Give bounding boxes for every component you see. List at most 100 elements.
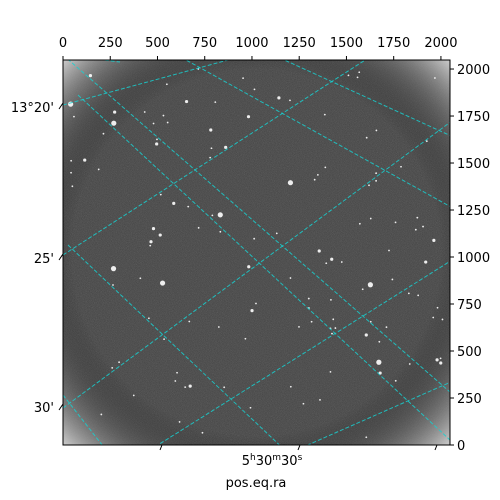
star — [416, 216, 419, 219]
star — [163, 338, 165, 340]
star — [432, 316, 435, 319]
star — [432, 238, 436, 242]
star — [70, 171, 72, 174]
star — [197, 226, 200, 229]
star — [365, 136, 368, 139]
star — [364, 333, 368, 337]
right-tick-label: 1000 — [457, 251, 490, 266]
top-tick-label: 1750 — [377, 36, 410, 51]
star — [275, 232, 278, 235]
star — [250, 308, 254, 313]
dec-axis: 13°20' 25' 30' — [11, 101, 64, 416]
star — [385, 326, 388, 329]
right-tick-label: 0 — [457, 439, 465, 454]
right-tick-label: 2000 — [457, 63, 490, 78]
star — [323, 113, 326, 116]
star — [149, 240, 153, 244]
top-pixel-axis: 0 250 500 750 1000 1250 1500 1750 2000 — [59, 36, 457, 60]
right-tick-label: 250 — [457, 392, 482, 407]
top-tick-label: 0 — [59, 36, 67, 51]
star — [369, 217, 372, 220]
star — [152, 122, 155, 125]
star — [332, 318, 335, 321]
grid-line — [306, 381, 450, 445]
star — [425, 140, 428, 143]
star — [249, 406, 252, 409]
star — [188, 384, 192, 388]
dec-tick-label: 25' — [34, 252, 54, 267]
star — [289, 277, 292, 279]
star — [313, 178, 316, 181]
star — [71, 185, 74, 188]
top-tick-label: 1250 — [283, 36, 316, 51]
top-tick-label: 750 — [192, 36, 217, 51]
star — [247, 265, 251, 269]
star — [289, 99, 291, 102]
star — [88, 74, 93, 78]
star — [334, 327, 337, 329]
star — [172, 201, 176, 205]
star — [330, 298, 332, 301]
star — [219, 230, 222, 233]
star — [307, 297, 310, 300]
star — [118, 361, 120, 364]
star — [255, 302, 257, 305]
star — [441, 318, 444, 321]
star — [317, 249, 321, 253]
grid-line — [63, 60, 230, 106]
star — [83, 158, 87, 162]
star — [347, 74, 350, 77]
star — [70, 159, 73, 162]
star — [340, 261, 343, 263]
grid-line — [63, 121, 450, 409]
star — [400, 165, 402, 168]
star — [356, 76, 359, 79]
star — [139, 277, 142, 280]
star — [358, 71, 361, 74]
grid-line — [67, 60, 450, 393]
star — [330, 257, 334, 261]
star — [310, 320, 313, 323]
star — [151, 227, 156, 231]
top-tick-label: 2000 — [424, 36, 457, 51]
star — [149, 244, 152, 247]
star — [188, 320, 191, 323]
star — [375, 129, 378, 132]
star — [242, 77, 244, 80]
star — [388, 249, 390, 252]
grid-line — [63, 60, 367, 256]
star — [407, 292, 410, 295]
star — [391, 278, 394, 281]
grid-line — [63, 394, 103, 445]
star — [358, 222, 361, 225]
star — [143, 111, 146, 113]
star — [331, 332, 333, 335]
top-tick-label: 1000 — [235, 36, 268, 51]
sky-image — [63, 60, 450, 445]
star — [174, 380, 177, 382]
star — [324, 166, 327, 169]
star — [214, 101, 217, 104]
star — [253, 88, 256, 91]
right-tick-label: 1500 — [457, 157, 490, 172]
star — [367, 282, 373, 288]
top-tick-label: 250 — [98, 36, 123, 51]
star — [159, 280, 166, 286]
star — [414, 228, 417, 231]
star — [298, 325, 300, 328]
star — [433, 77, 436, 79]
wcs-coordinate-grid — [63, 60, 450, 445]
star — [110, 266, 117, 272]
right-tick-label: 1250 — [457, 204, 490, 219]
star — [361, 288, 364, 291]
star — [147, 317, 150, 320]
star — [365, 436, 368, 439]
star — [209, 128, 213, 132]
star — [422, 225, 424, 228]
star — [112, 284, 114, 286]
star — [187, 205, 190, 208]
right-pixel-axis: 0 250 500 750 1000 1250 1500 1750 2000 — [450, 63, 490, 454]
right-tick-label: 1750 — [457, 110, 490, 125]
top-tick-label: 1500 — [330, 36, 363, 51]
